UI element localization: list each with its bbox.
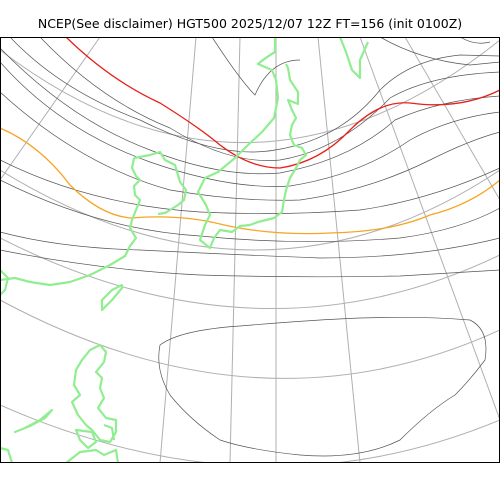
graticule-parallels	[0, 39, 500, 463]
contour-red	[65, 37, 500, 169]
coastlines	[0, 37, 370, 463]
map-canvas	[0, 37, 500, 463]
map-panel	[0, 37, 500, 464]
height-contours	[0, 37, 500, 457]
map-title: NCEP(See disclaimer) HGT500 2025/12/07 1…	[37, 16, 463, 31]
contour-orange	[0, 127, 500, 235]
